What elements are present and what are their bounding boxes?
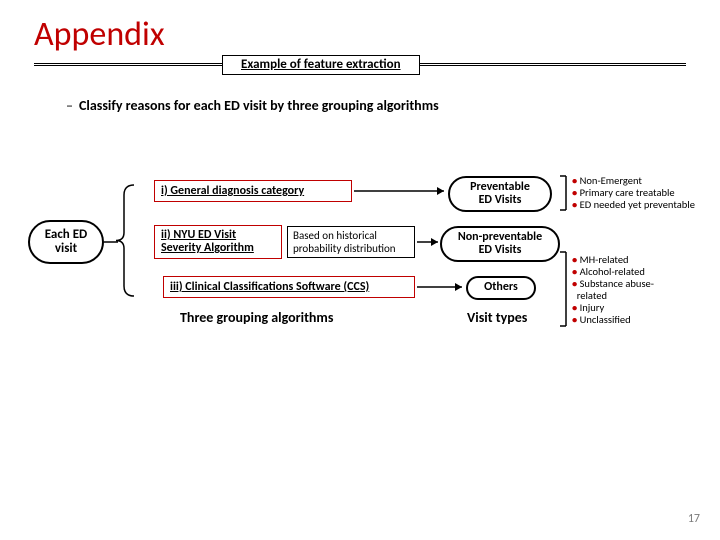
- each-ed-visit-node: Each ED visit: [28, 220, 104, 264]
- page-title: Appendix: [34, 14, 165, 55]
- visit-type-others: Others: [466, 276, 536, 300]
- visit-types-group-label: Visit types: [467, 309, 527, 326]
- visit-type-preventable: Preventable ED Visits: [448, 176, 552, 212]
- classify-line: –Classify reasons for each ED visit by t…: [66, 97, 439, 114]
- classify-text: Classify reasons for each ED visit by th…: [79, 97, 439, 114]
- page-number: 17: [688, 512, 700, 526]
- each-ed-l1: Each ED: [30, 228, 102, 242]
- algorithms-group-label: Three grouping algorithms: [180, 309, 333, 326]
- alg-box-1: i) General diagnosis category: [154, 180, 352, 202]
- each-ed-l2: visit: [30, 242, 102, 256]
- vt1-l2: ED Visits: [479, 194, 522, 207]
- bullets-preventable: • Non-Emergent• Primary care treatable• …: [572, 175, 695, 211]
- vt3-l1: Others: [484, 281, 518, 294]
- visit-type-nonpreventable: Non-preventable ED Visits: [440, 226, 560, 262]
- subtitle-box: Example of feature extraction: [222, 55, 420, 75]
- dash-icon: –: [66, 97, 73, 114]
- alg-box-2: ii) NYU ED VisitSeverity Algorithm: [154, 225, 282, 259]
- bullets-others: • MH-related• Alcohol-related• Substance…: [572, 254, 654, 326]
- alg-box-2-note: Based on historicalprobability distribut…: [287, 226, 415, 258]
- vt2-l2: ED Visits: [479, 244, 522, 257]
- alg-box-3: iii) Clinical Classifications Software (…: [163, 276, 415, 298]
